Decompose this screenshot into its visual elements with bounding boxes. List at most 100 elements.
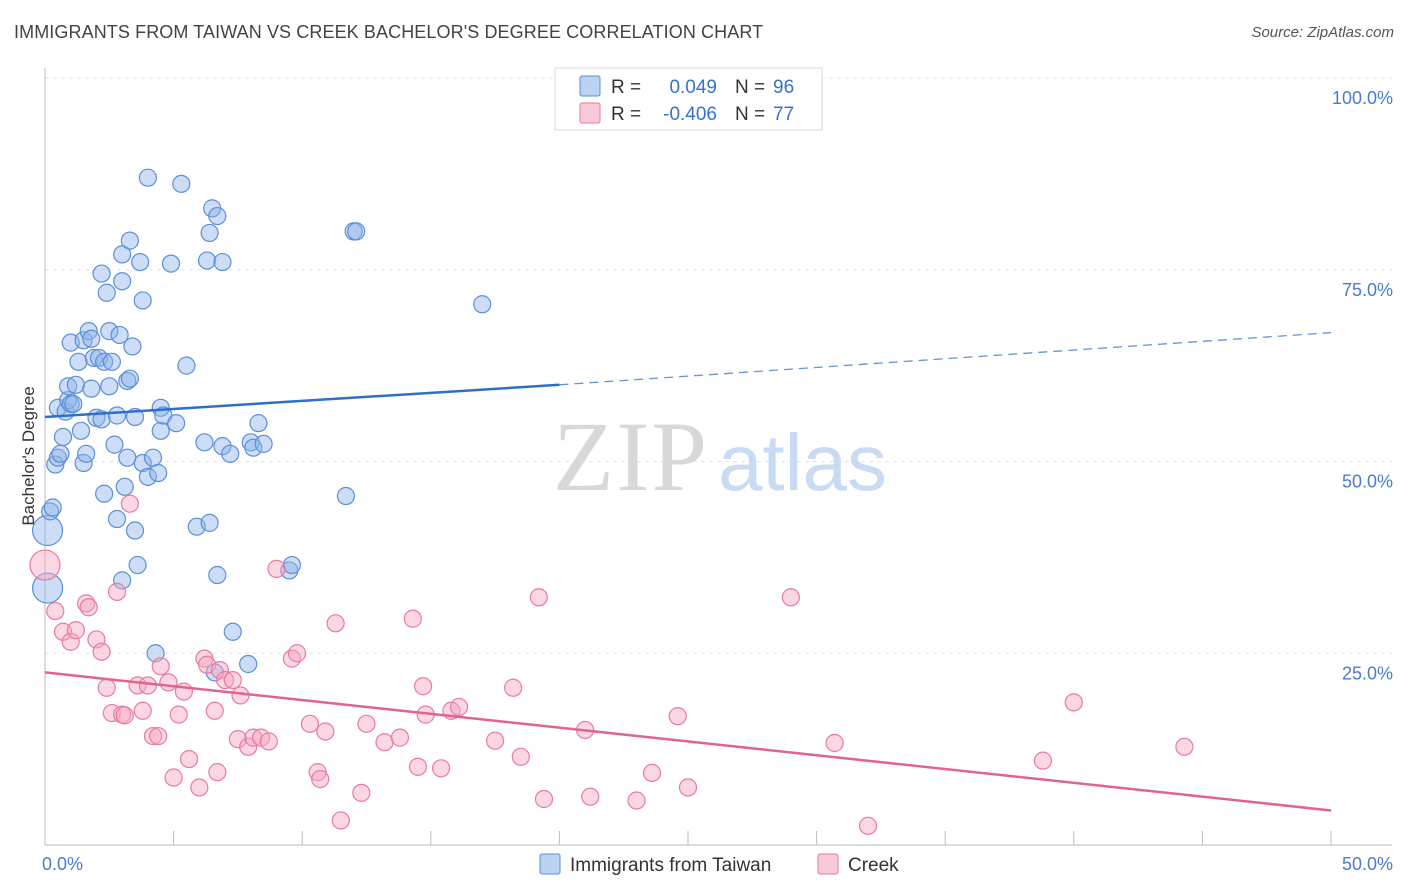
point-taiwan <box>82 379 101 398</box>
legend-n-value: 77 <box>773 104 794 125</box>
point-creek <box>287 644 307 663</box>
point-creek <box>668 707 687 726</box>
trend-line-taiwan <box>44 383 560 419</box>
point-creek <box>1175 737 1194 756</box>
point-taiwan <box>74 331 93 350</box>
point-creek <box>120 494 139 513</box>
point-creek <box>375 733 394 752</box>
point-creek <box>149 726 168 746</box>
point-creek <box>133 701 152 720</box>
bottom-legend-swatch <box>539 853 561 875</box>
point-taiwan <box>120 369 139 388</box>
point-creek <box>678 778 698 797</box>
point-taiwan <box>473 295 492 314</box>
point-creek <box>408 757 428 776</box>
point-creek <box>164 768 183 787</box>
point-taiwan <box>31 514 64 547</box>
point-taiwan <box>244 438 263 457</box>
bottom-legend-label: Immigrants from Taiwan <box>570 855 771 876</box>
point-taiwan <box>133 291 152 310</box>
point-taiwan <box>223 622 242 641</box>
point-taiwan <box>113 272 132 291</box>
point-taiwan <box>172 174 191 193</box>
point-creek <box>357 714 376 733</box>
point-taiwan <box>118 448 137 467</box>
point-creek <box>1033 751 1053 770</box>
point-creek <box>29 549 61 581</box>
legend-n-label: N = <box>735 104 765 125</box>
point-creek <box>642 763 662 783</box>
point-taiwan <box>282 555 302 575</box>
point-creek <box>858 816 878 835</box>
point-taiwan <box>113 571 132 590</box>
point-taiwan <box>254 434 273 453</box>
point-creek <box>107 582 127 601</box>
point-taiwan <box>249 414 268 433</box>
point-creek <box>190 778 209 797</box>
point-taiwan <box>97 283 116 302</box>
point-creek <box>159 673 178 692</box>
point-taiwan <box>208 565 227 585</box>
point-taiwan <box>107 406 127 425</box>
source-label: Source: ZipAtlas.com <box>1251 24 1394 41</box>
point-taiwan <box>71 421 91 440</box>
point-taiwan <box>120 231 139 250</box>
point-taiwan <box>66 375 85 394</box>
point-creek <box>511 747 530 766</box>
point-creek <box>223 670 242 690</box>
bottom-legend-swatch <box>817 853 839 875</box>
axis-tick-labels: 25.0% 50.0% 75.0% 100.0% 0.0% 50.0% <box>42 88 1393 874</box>
point-creek <box>143 726 163 746</box>
point-taiwan <box>84 348 103 368</box>
point-taiwan <box>107 509 127 529</box>
chart-title: IMMIGRANTS FROM TAIWAN VS CREEK BACHELOR… <box>14 22 764 42</box>
point-taiwan <box>100 322 119 341</box>
point-creek <box>138 676 157 695</box>
point-taiwan <box>105 435 124 454</box>
point-taiwan <box>213 252 232 272</box>
point-taiwan <box>31 572 64 604</box>
x-tick-label: 50.0% <box>1342 854 1393 874</box>
point-creek <box>231 686 250 705</box>
data-points <box>29 168 1194 835</box>
x-tick-label: 0.0% <box>42 854 83 874</box>
point-creek <box>1064 693 1083 712</box>
point-taiwan <box>113 245 132 264</box>
point-creek <box>825 733 844 753</box>
point-taiwan <box>138 168 157 187</box>
point-creek <box>215 670 235 690</box>
point-creek <box>210 661 229 680</box>
point-taiwan <box>151 421 170 440</box>
point-creek <box>403 609 422 628</box>
point-taiwan <box>95 352 114 371</box>
point-creek <box>627 791 646 810</box>
point-taiwan <box>239 654 258 674</box>
point-creek <box>79 598 98 617</box>
point-creek <box>97 678 116 697</box>
point-taiwan <box>347 222 366 241</box>
point-creek <box>66 621 85 640</box>
point-creek <box>449 697 469 717</box>
watermark-atlas: atlas <box>718 418 887 507</box>
trend-lines <box>44 331 1332 812</box>
legend-r-value: -0.406 <box>663 104 717 125</box>
point-taiwan <box>102 352 121 371</box>
point-creek <box>259 732 278 751</box>
legend-n-value: 96 <box>773 77 794 98</box>
point-taiwan <box>208 206 227 226</box>
legend-r-label: R = <box>611 104 641 125</box>
point-creek <box>581 787 600 806</box>
point-creek <box>326 614 345 633</box>
point-taiwan <box>213 437 232 456</box>
point-taiwan <box>92 264 111 283</box>
point-taiwan <box>221 444 240 463</box>
point-taiwan <box>128 555 147 575</box>
point-creek <box>115 706 134 725</box>
point-taiwan <box>200 513 219 532</box>
point-taiwan <box>177 356 196 375</box>
point-creek <box>61 632 80 651</box>
point-creek <box>311 769 330 789</box>
point-taiwan <box>82 329 101 348</box>
bottom-legend: Immigrants from Taiwan Creek <box>539 853 899 876</box>
